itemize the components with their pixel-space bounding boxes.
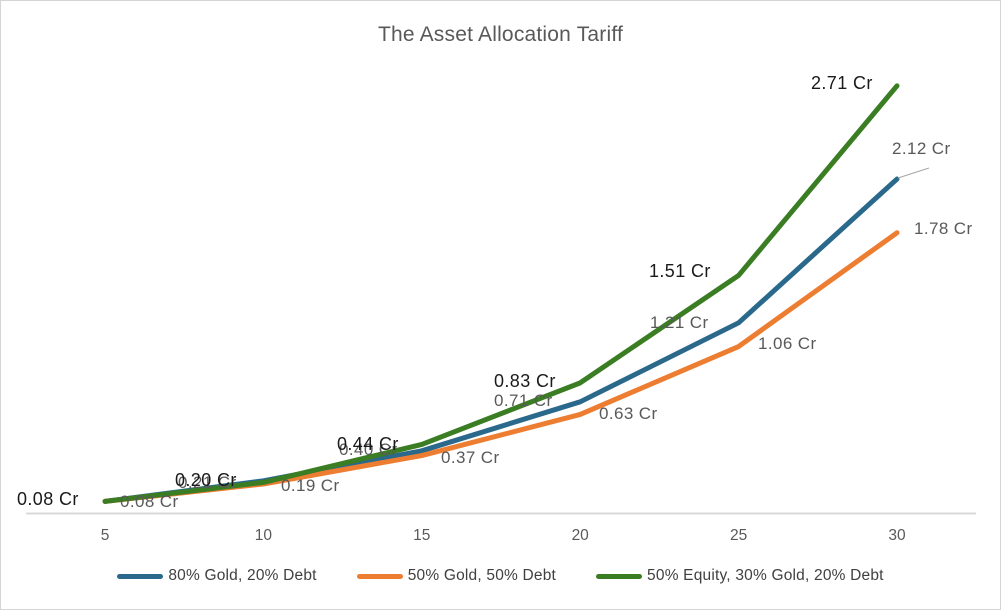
data-label: 0.19 Cr <box>281 476 340 495</box>
legend-label: 80% Gold, 20% Debt <box>168 567 317 584</box>
x-axis-tick-label: 25 <box>729 527 748 544</box>
x-axis-tick-label: 30 <box>888 527 906 544</box>
legend-label: 50% Equity, 30% Gold, 20% Debt <box>647 567 884 584</box>
legend-item: 50% Equity, 30% Gold, 20% Debt <box>596 567 884 585</box>
data-label: 0.37 Cr <box>441 448 500 467</box>
label-leader-line <box>897 167 930 179</box>
legend: 80% Gold, 20% Debt 50% Gold, 50% Debt 50% … <box>1 567 1000 585</box>
series-line <box>102 83 900 504</box>
data-label: 1.06 Cr <box>758 334 817 353</box>
data-label: 0.08 Cr <box>120 492 179 511</box>
data-label: 0.08 Cr <box>17 489 79 509</box>
x-axis-tick-label: 20 <box>571 527 589 544</box>
x-axis-tick-label: 10 <box>254 527 273 544</box>
legend-item: 50% Gold, 50% Debt <box>356 567 557 585</box>
legend-swatch-icon <box>356 573 403 579</box>
legend-item: 80% Gold, 20% Debt <box>117 567 316 585</box>
legend-swatch-icon <box>596 573 643 579</box>
data-label: 1.78 Cr <box>914 219 973 238</box>
legend-swatch-icon <box>117 573 164 579</box>
data-label: 0.40 Cr <box>339 440 398 459</box>
data-label: 0.44 Cr <box>337 434 399 454</box>
legend-label: 50% Gold, 50% Debt <box>407 567 557 584</box>
data-label: 0.20 Cr <box>175 470 237 490</box>
data-label: 0.83 Cr <box>494 371 556 391</box>
data-label: 0.21 Cr <box>178 473 237 492</box>
data-label: 2.12 Cr <box>892 139 951 158</box>
data-label: 2.71 Cr <box>811 73 873 93</box>
data-label: 0.71 Cr <box>494 391 553 410</box>
chart-title: The Asset Allocation Tariff <box>377 23 624 46</box>
x-axis-tick-label: 5 <box>100 527 110 544</box>
data-label: 1.51 Cr <box>649 261 711 281</box>
data-label: 0.63 Cr <box>599 404 658 423</box>
data-label: 1.21 Cr <box>650 313 709 332</box>
x-axis-tick-label: 15 <box>413 527 431 544</box>
series-line <box>102 230 900 504</box>
